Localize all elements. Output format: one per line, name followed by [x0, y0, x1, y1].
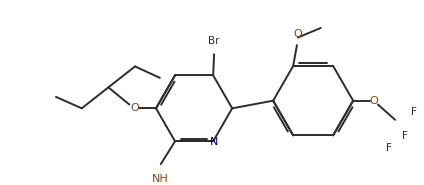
Text: O: O — [370, 96, 379, 106]
Text: F: F — [386, 143, 392, 153]
Text: N: N — [209, 137, 218, 147]
Text: NH: NH — [151, 174, 168, 184]
Text: F: F — [402, 131, 407, 141]
Text: O: O — [131, 103, 139, 113]
Text: O: O — [293, 29, 302, 39]
Text: Br: Br — [208, 36, 220, 46]
Text: F: F — [411, 107, 417, 117]
